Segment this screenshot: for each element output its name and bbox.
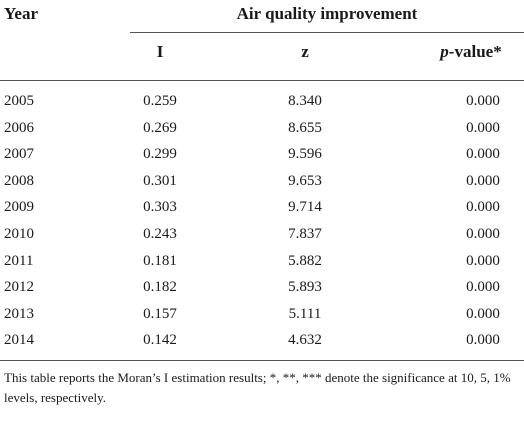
year-cell: 2011 xyxy=(4,252,34,269)
data-cell: 0.259 xyxy=(143,93,177,109)
data-cell: 7.837 xyxy=(288,226,322,242)
year-cell: 2007 xyxy=(4,146,34,163)
column-header: p-value* xyxy=(440,42,501,62)
data-cell: 9.596 xyxy=(288,146,322,163)
data-cell: 5.111 xyxy=(288,305,322,322)
year-cell: 2008 xyxy=(4,172,34,189)
year-cell: 2014 xyxy=(4,332,34,349)
year-cell: 2006 xyxy=(4,119,34,136)
data-cell: 4.632 xyxy=(288,332,322,349)
data-cell: 0.000 xyxy=(466,146,500,163)
data-cell: 9.714 xyxy=(288,199,322,216)
data-cell: 0.000 xyxy=(466,172,500,189)
header-rule xyxy=(0,80,524,81)
data-cell: 0.157 xyxy=(143,305,177,322)
pvalue-text: -value* xyxy=(448,42,502,61)
data-cell: 0.000 xyxy=(466,332,500,349)
data-cell: 0.000 xyxy=(466,199,500,216)
year-cell: 2013 xyxy=(4,305,34,322)
column-header: I xyxy=(156,42,164,61)
data-cell: 0.000 xyxy=(466,252,500,269)
data-cell: 8.340 xyxy=(288,93,322,109)
data-cell: 0.269 xyxy=(143,119,177,136)
year-header: Year xyxy=(4,4,38,23)
data-cell: 0.000 xyxy=(466,305,500,322)
data-cell: 0.243 xyxy=(143,226,177,242)
bottom-rule xyxy=(0,360,524,361)
group-header: Air quality improvement xyxy=(236,4,418,23)
year-cell: 2012 xyxy=(4,279,34,296)
data-cell: 0.301 xyxy=(143,172,177,189)
column-header: z xyxy=(301,42,309,61)
data-cell: 0.000 xyxy=(466,93,500,109)
data-cell: 0.000 xyxy=(466,279,500,296)
italic-p: p xyxy=(440,42,449,61)
data-cell: 8.655 xyxy=(288,119,322,136)
data-cell: 5.893 xyxy=(288,279,322,296)
year-cell: 2010 xyxy=(4,226,34,242)
data-cell: 0.181 xyxy=(143,252,177,269)
data-cell: 0.000 xyxy=(466,226,500,242)
data-cell: 0.303 xyxy=(143,199,177,216)
year-cell: 2009 xyxy=(4,199,34,216)
year-cell: 2005 xyxy=(4,93,34,109)
group-rule xyxy=(130,32,524,33)
data-cell: 0.000 xyxy=(466,119,500,136)
data-cell: 0.142 xyxy=(143,332,177,349)
table-note: This table reports the Moran’s I estimat… xyxy=(4,370,511,405)
data-cell: 5.882 xyxy=(288,252,322,269)
data-cell: 9.653 xyxy=(288,172,322,189)
data-cell: 0.182 xyxy=(143,279,177,296)
data-cell: 0.299 xyxy=(143,146,177,163)
